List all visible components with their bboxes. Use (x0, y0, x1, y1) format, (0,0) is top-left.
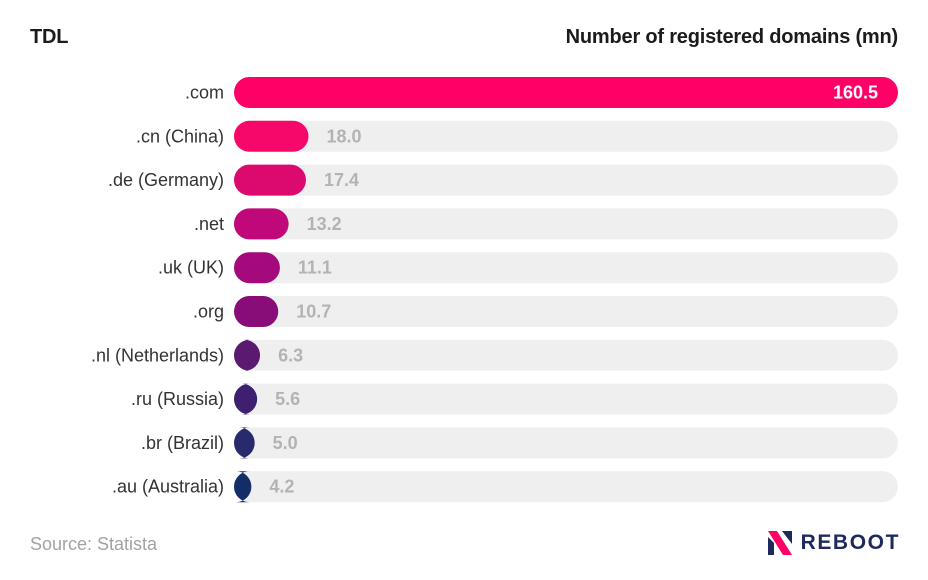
bar (233, 296, 279, 327)
category-label: .net (194, 214, 224, 234)
category-label: .br (Brazil) (141, 433, 224, 453)
bar-track (234, 120, 898, 152)
bar (233, 120, 309, 152)
bar (233, 471, 252, 503)
bar-track (234, 471, 898, 503)
reboot-logo-icon (767, 531, 792, 555)
value-label: 5.0 (273, 433, 298, 453)
value-label: 160.5 (833, 83, 878, 103)
category-label: .cn (China) (136, 126, 224, 146)
bar (233, 77, 898, 108)
bar-track (234, 296, 898, 327)
category-label: .nl (Netherlands) (91, 345, 224, 365)
category-label: .de (Germany) (108, 170, 224, 190)
bar-track (234, 252, 898, 284)
bar-track (234, 339, 898, 371)
value-label: 11.1 (298, 258, 332, 278)
value-label: 18.0 (326, 126, 361, 146)
source-note: Source: Statista (30, 534, 158, 554)
category-label: .au (Australia) (112, 477, 224, 497)
value-label: 17.4 (324, 170, 359, 190)
tdl-axis-title: TDL (30, 26, 69, 48)
value-label: 6.3 (278, 345, 303, 365)
category-label: .com (185, 83, 224, 103)
category-label: .uk (UK) (158, 258, 224, 278)
value-label: 4.2 (269, 477, 294, 497)
bar (233, 252, 280, 284)
bar (233, 164, 306, 196)
bar-track (234, 164, 898, 196)
bar-track (234, 427, 898, 459)
bar (233, 339, 261, 371)
category-label: .org (193, 302, 224, 322)
bar (233, 427, 255, 459)
value-label: 13.2 (307, 214, 342, 234)
brand-logo: REBOOT (767, 530, 900, 556)
bar-track (234, 208, 898, 240)
category-label: .ru (Russia) (131, 389, 224, 409)
chart-title: Number of registered domains (mn) (565, 26, 899, 48)
bar (233, 208, 289, 240)
bar-track (234, 383, 898, 415)
value-label: 5.6 (275, 389, 300, 409)
brand-name: REBOOT (800, 531, 900, 554)
bar (233, 383, 258, 415)
value-label: 10.7 (296, 302, 331, 322)
